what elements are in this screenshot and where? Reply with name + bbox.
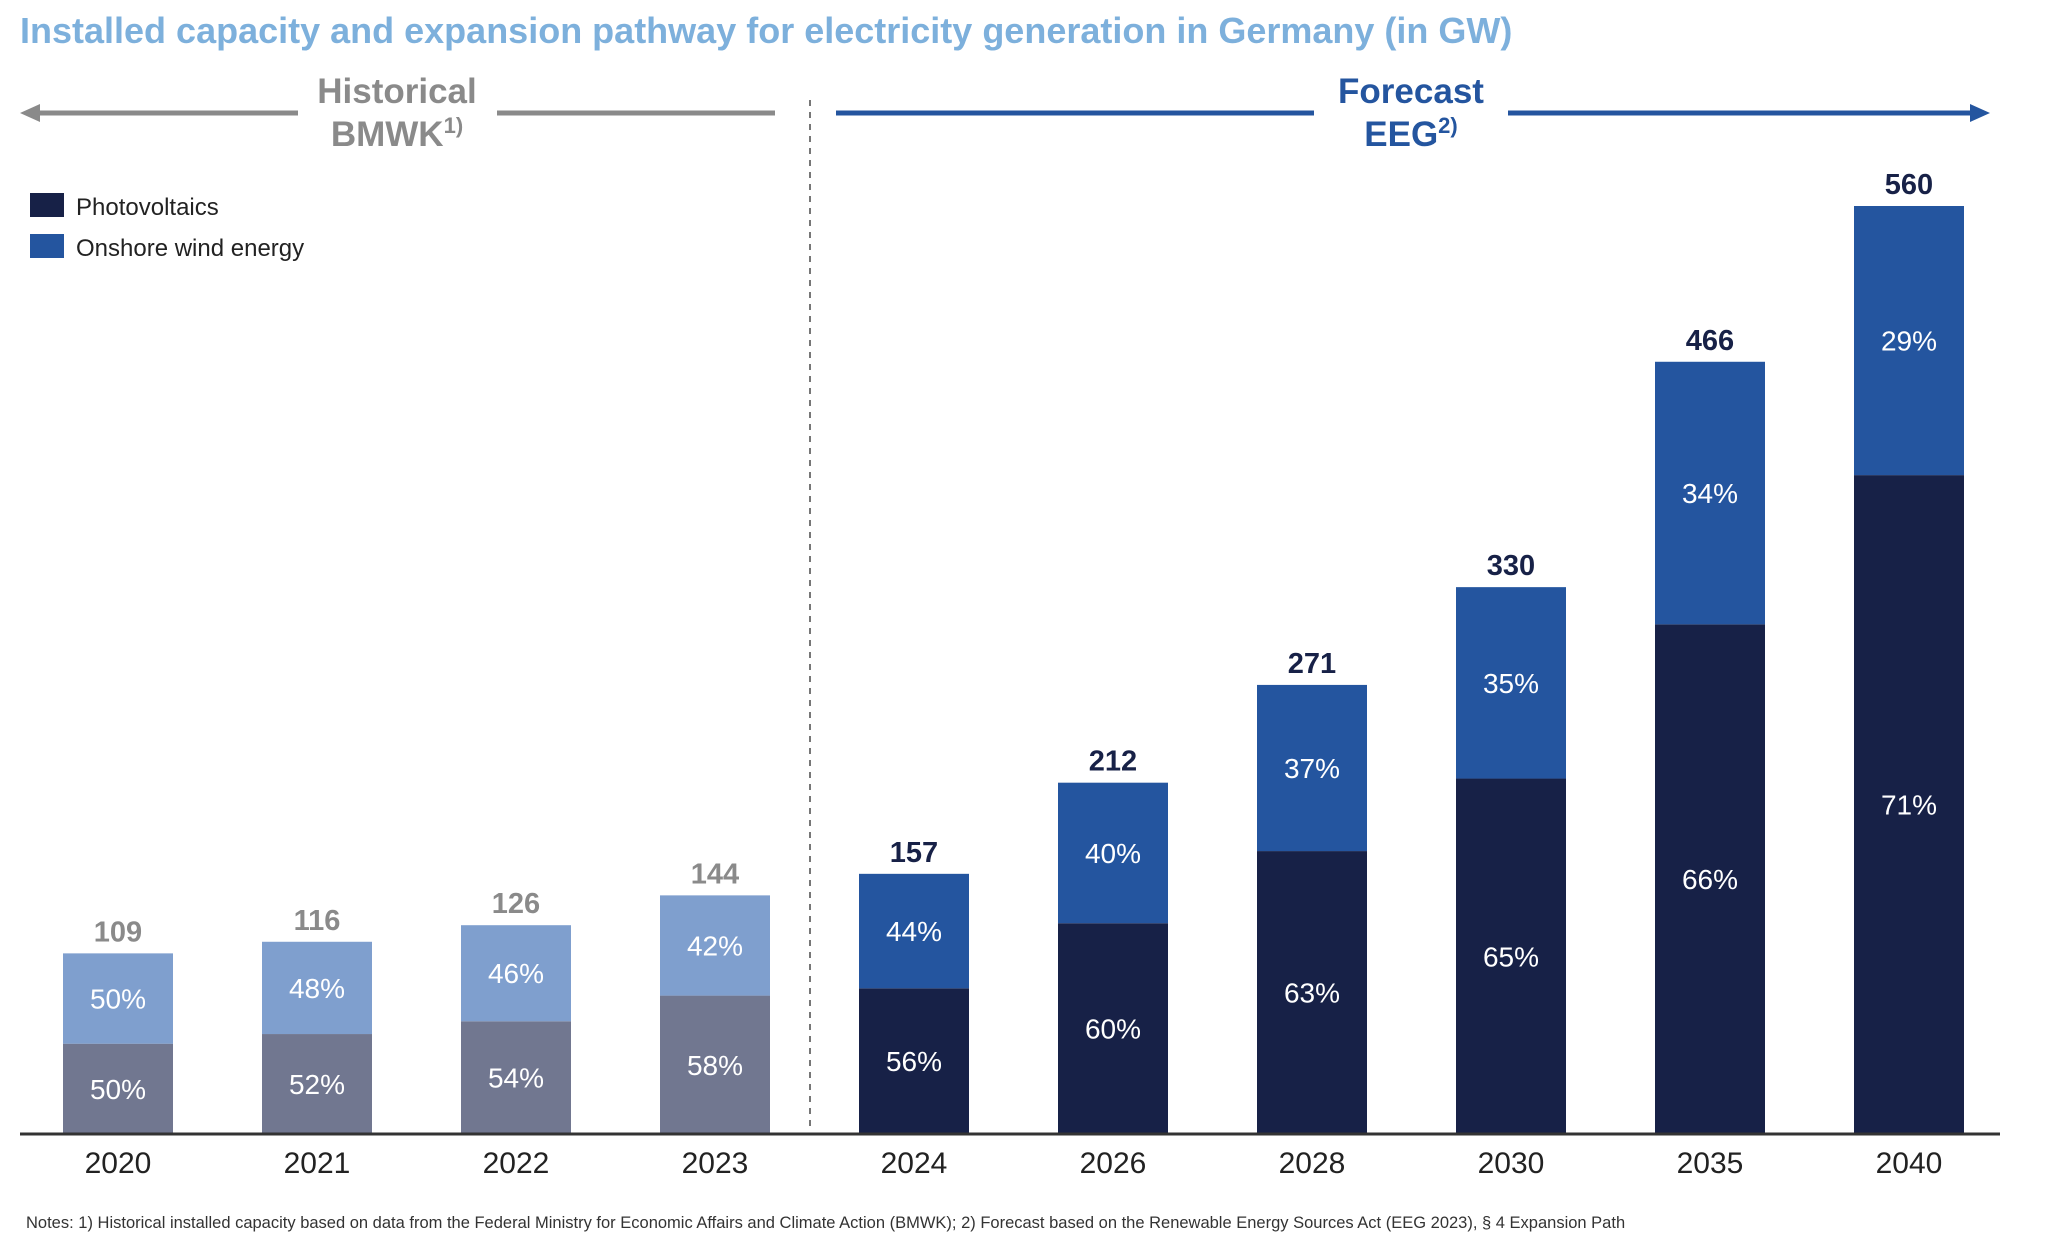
label-photovoltaics-share-2028: 63% [1284, 978, 1340, 1009]
label-total-2040: 560 [1885, 169, 1933, 201]
bar-onshore-wind-2020 [63, 953, 173, 1044]
bar-onshore-wind-2021 [262, 941, 372, 1035]
historical-arrow-head [20, 104, 40, 122]
bar-photovoltaics-2023 [660, 995, 770, 1134]
period-forecast: Forecast EEG2) [836, 72, 1990, 154]
x-tick-2020: 2020 [85, 1147, 152, 1180]
label-photovoltaics-share-2030: 65% [1483, 941, 1539, 972]
label-photovoltaics-share-2024: 56% [886, 1046, 942, 1077]
legend-swatch-photovoltaics [30, 193, 64, 217]
bar-photovoltaics-2035 [1655, 624, 1765, 1134]
legend: Photovoltaics Onshore wind energy [30, 193, 304, 262]
bar-photovoltaics-2020 [63, 1043, 173, 1134]
x-tick-2026: 2026 [1080, 1147, 1147, 1180]
historical-source-footnote: 1) [444, 113, 464, 138]
x-tick-2024: 2024 [881, 1147, 948, 1180]
label-photovoltaics-share-2026: 60% [1085, 1014, 1141, 1045]
bar-onshore-wind-2022 [461, 925, 571, 1022]
chart-title: Installed capacity and expansion pathway… [20, 10, 1513, 51]
x-tick-2023: 2023 [682, 1147, 749, 1180]
label-photovoltaics-share-2022: 54% [488, 1063, 544, 1094]
period-historical: Historical BMWK1) [20, 72, 775, 154]
label-onshore-wind-share-2020: 50% [90, 984, 146, 1015]
historical-source: BMWK1) [331, 113, 463, 154]
bar-photovoltaics-2024 [859, 988, 969, 1134]
legend-label-onshore-wind: Onshore wind energy [76, 235, 304, 262]
bar-photovoltaics-2022 [461, 1021, 571, 1134]
bar-photovoltaics-2028 [1257, 851, 1367, 1134]
historical-source-name: BMWK [331, 115, 444, 154]
label-total-2021: 116 [294, 905, 341, 937]
x-tick-2021: 2021 [284, 1147, 351, 1180]
label-total-2022: 126 [492, 888, 540, 920]
bars: 50% 50% 109 2020 52% 48% 116 2021 54% 46% 126 2022 5… [63, 169, 1964, 1180]
label-onshore-wind-share-2022: 46% [488, 958, 544, 989]
bar-onshore-wind-2024 [859, 873, 969, 989]
label-onshore-wind-share-2026: 40% [1085, 838, 1141, 869]
x-tick-2028: 2028 [1279, 1147, 1346, 1180]
label-onshore-wind-share-2021: 48% [289, 973, 345, 1004]
label-total-2024: 157 [890, 837, 938, 869]
forecast-source-footnote: 2) [1438, 113, 1458, 138]
bar-photovoltaics-2026 [1058, 923, 1168, 1134]
label-total-2020: 109 [94, 916, 142, 948]
label-onshore-wind-share-2030: 35% [1483, 668, 1539, 699]
chart-notes: Notes: 1) Historical installed capacity … [26, 1214, 1626, 1232]
label-onshore-wind-share-2024: 44% [886, 916, 942, 947]
forecast-source: EEG2) [1364, 113, 1457, 154]
label-onshore-wind-share-2035: 34% [1682, 478, 1738, 509]
historical-header: Historical [317, 72, 477, 111]
label-photovoltaics-share-2035: 66% [1682, 864, 1738, 895]
label-total-2026: 212 [1089, 746, 1137, 778]
label-total-2030: 330 [1487, 550, 1535, 582]
bar-onshore-wind-2026 [1058, 782, 1168, 924]
forecast-arrow-head [1970, 104, 1990, 122]
bar-onshore-wind-2035 [1655, 361, 1765, 625]
label-onshore-wind-share-2023: 42% [687, 930, 743, 961]
forecast-source-name: EEG [1364, 115, 1438, 154]
label-total-2023: 144 [691, 858, 739, 890]
bar-onshore-wind-2040 [1854, 206, 1964, 476]
label-onshore-wind-share-2040: 29% [1881, 326, 1937, 357]
x-tick-2040: 2040 [1876, 1147, 1943, 1180]
label-onshore-wind-share-2028: 37% [1284, 753, 1340, 784]
legend-swatch-onshore-wind [30, 234, 64, 258]
forecast-header: Forecast [1338, 72, 1484, 111]
bar-photovoltaics-2021 [262, 1034, 372, 1134]
x-tick-2022: 2022 [483, 1147, 550, 1180]
label-photovoltaics-share-2023: 58% [687, 1050, 743, 1081]
bar-photovoltaics-2040 [1854, 475, 1964, 1134]
x-tick-2030: 2030 [1478, 1147, 1545, 1180]
bar-onshore-wind-2023 [660, 895, 770, 996]
label-total-2035: 466 [1686, 325, 1734, 357]
label-photovoltaics-share-2040: 71% [1881, 790, 1937, 821]
bar-photovoltaics-2030 [1456, 778, 1566, 1134]
label-photovoltaics-share-2021: 52% [289, 1069, 345, 1100]
bar-onshore-wind-2028 [1257, 684, 1367, 852]
label-photovoltaics-share-2020: 50% [90, 1074, 146, 1105]
label-total-2028: 271 [1288, 648, 1336, 680]
legend-label-photovoltaics: Photovoltaics [76, 194, 219, 221]
x-tick-2035: 2035 [1677, 1147, 1744, 1180]
bar-onshore-wind-2030 [1456, 587, 1566, 779]
